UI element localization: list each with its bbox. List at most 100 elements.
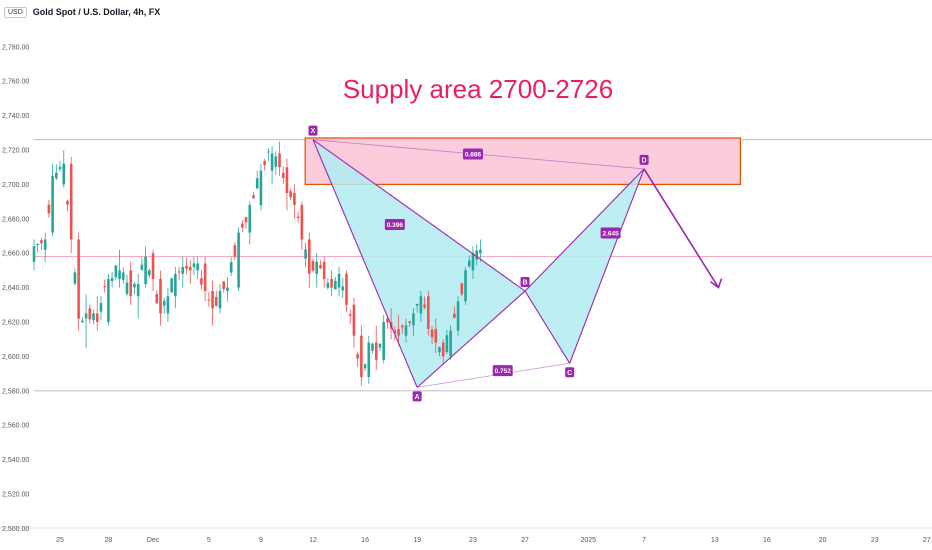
candle-body xyxy=(479,249,482,254)
candle-body xyxy=(181,266,185,274)
candle-body xyxy=(378,343,382,348)
x-tick-label: 7 xyxy=(642,537,646,544)
candle-body xyxy=(151,253,155,279)
ratio-label: 0.396 xyxy=(387,222,404,229)
candle-body xyxy=(159,279,162,314)
y-tick-label: 2,700.00 xyxy=(2,182,29,189)
ratio-label: 2.645 xyxy=(602,231,619,238)
candle-body xyxy=(367,342,371,378)
candle-body xyxy=(62,163,66,185)
candle-body xyxy=(471,253,475,271)
x-tick-label: 13 xyxy=(711,537,719,544)
y-tick-label: 2,600.00 xyxy=(2,354,29,361)
pattern-point-badge[interactable] xyxy=(639,154,649,165)
candle-body xyxy=(270,153,274,171)
candle-body xyxy=(371,343,374,351)
candle-body xyxy=(170,278,173,293)
ratio-badge[interactable] xyxy=(600,227,621,239)
candle-body xyxy=(214,296,218,306)
candle-body xyxy=(140,264,144,270)
candle-body xyxy=(427,296,430,329)
candle-body xyxy=(69,163,73,240)
candle-body xyxy=(360,335,363,378)
candle-body xyxy=(363,364,367,369)
pattern-point-badge[interactable] xyxy=(565,367,575,378)
candle-body xyxy=(73,272,77,284)
candle-body xyxy=(404,325,408,336)
ratio-badge[interactable] xyxy=(492,365,513,377)
candle-body xyxy=(81,320,84,323)
candle-body xyxy=(330,279,333,288)
pattern-point-label: A xyxy=(415,394,420,401)
candle-body xyxy=(304,249,307,259)
candle-body xyxy=(185,265,188,269)
candle-body xyxy=(55,172,58,179)
candle-body xyxy=(125,282,129,295)
pattern-point-label: B xyxy=(523,280,528,287)
candle-body xyxy=(326,282,330,288)
candle-body xyxy=(449,330,452,357)
candle-body xyxy=(281,172,285,179)
y-tick-label: 2,520.00 xyxy=(2,492,29,499)
candle-body xyxy=(144,256,147,285)
candle-body xyxy=(430,329,434,338)
ratio-badge[interactable] xyxy=(462,148,483,160)
candle-body xyxy=(129,270,133,297)
candle-body xyxy=(177,271,181,273)
pattern-bcd-fill xyxy=(525,168,645,364)
x-tick-label: 23 xyxy=(871,537,879,544)
candle-body xyxy=(267,151,270,153)
candle-body xyxy=(237,232,240,288)
currency-button[interactable]: USD xyxy=(4,6,27,18)
pattern-leg-line xyxy=(569,168,645,364)
candle-body xyxy=(188,266,192,271)
candle-body xyxy=(356,354,359,359)
y-tick-label: 2,540.00 xyxy=(2,457,29,464)
candle-body xyxy=(475,250,478,260)
y-tick-label: 2,640.00 xyxy=(2,285,29,292)
candle-body xyxy=(274,156,278,167)
candle-body xyxy=(118,270,121,279)
candle-body xyxy=(400,325,404,328)
x-tick-label: 2025 xyxy=(580,537,596,544)
candle-body xyxy=(348,314,352,316)
candle-body xyxy=(434,328,438,343)
candle-body xyxy=(278,153,281,168)
candle-body xyxy=(222,281,226,290)
candle-body xyxy=(229,262,233,273)
candle-body xyxy=(248,205,252,233)
candle-body xyxy=(453,313,456,318)
candle-body xyxy=(296,216,300,219)
y-tick-label: 2,620.00 xyxy=(2,320,29,327)
candle-body xyxy=(244,217,248,223)
symbol-title[interactable]: Gold Spot / U.S. Dollar, 4h, FX xyxy=(32,7,161,17)
candle-body xyxy=(200,278,203,285)
pattern-point-label: D xyxy=(642,157,647,164)
candle-body xyxy=(374,342,378,360)
candle-body xyxy=(207,299,211,301)
candle-body xyxy=(300,205,304,240)
pattern-point-badge[interactable] xyxy=(308,125,318,136)
candle-body xyxy=(84,313,88,319)
y-tick-label: 2,760.00 xyxy=(2,79,29,86)
pattern-leg-line xyxy=(524,168,645,292)
y-tick-label: 2,560.00 xyxy=(2,423,29,430)
candle-body xyxy=(218,291,222,309)
x-tick-label: 23 xyxy=(469,537,477,544)
y-tick-label: 2,580.00 xyxy=(2,388,29,395)
symbol-header: USD Gold Spot / U.S. Dollar, 4h, FX xyxy=(4,5,160,19)
ratio-badge[interactable] xyxy=(384,218,405,230)
pattern-leg-line xyxy=(416,290,526,388)
candle-body xyxy=(445,335,449,353)
candle-body xyxy=(322,261,326,279)
candle-body xyxy=(241,223,244,228)
candle-body xyxy=(226,287,229,292)
pattern-point-badge[interactable] xyxy=(520,277,530,288)
x-tick-label: 27 xyxy=(923,537,931,544)
pattern-point-badge[interactable] xyxy=(412,391,422,402)
candle-body xyxy=(441,342,445,357)
candle-body xyxy=(77,239,80,319)
candle-body xyxy=(293,193,296,206)
